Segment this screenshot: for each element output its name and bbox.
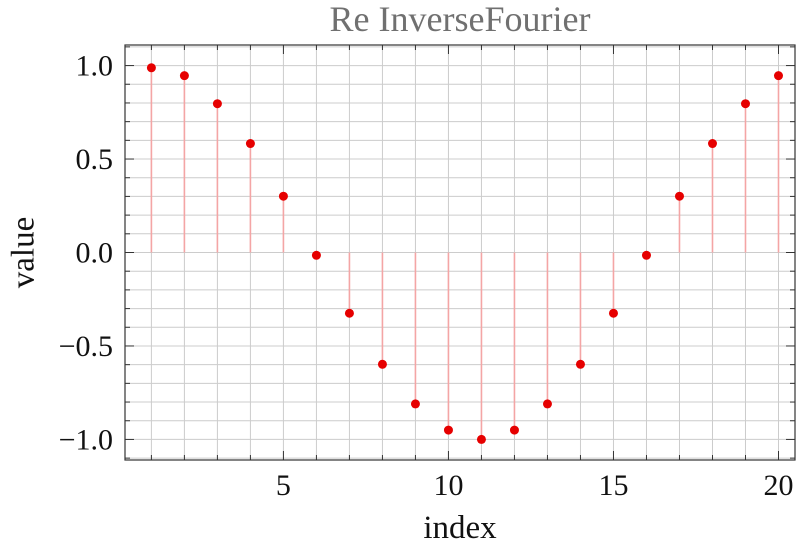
data-point [245,139,255,149]
data-point [740,99,750,109]
data-point [410,399,420,409]
data-point [179,71,189,81]
x-axis-label: index [423,510,497,546]
data-point [311,250,321,260]
data-points [146,63,783,444]
data-point [212,99,222,109]
data-point [575,359,585,369]
chart-title: Re InverseFourier [330,0,591,39]
tick-labels: 5 10 15 20 −1.0 −0.5 0.0 0.5 1.0 [59,50,794,502]
data-point [773,71,783,81]
data-point [476,434,486,444]
data-point [608,308,618,318]
data-point [674,191,684,201]
data-point [443,425,453,435]
x-tick-label: 10 [433,469,463,502]
y-tick-label: 0.5 [76,143,114,176]
data-point [146,63,156,73]
data-point [707,139,717,149]
data-point [278,191,288,201]
y-tick-label: −1.0 [59,423,113,456]
data-point [641,250,651,260]
y-axis-label: value [6,217,42,288]
data-point [509,425,519,435]
data-point [542,399,552,409]
data-point [344,308,354,318]
data-point [377,359,387,369]
x-tick-label: 5 [276,469,291,502]
y-tick-label: −0.5 [59,330,113,363]
tick-marks [125,45,795,460]
x-tick-label: 20 [763,469,793,502]
stem-lines [150,67,780,440]
grid [125,45,795,460]
x-tick-label: 15 [598,469,628,502]
y-tick-label: 0.0 [76,237,114,270]
y-tick-label: 1.0 [76,50,114,83]
